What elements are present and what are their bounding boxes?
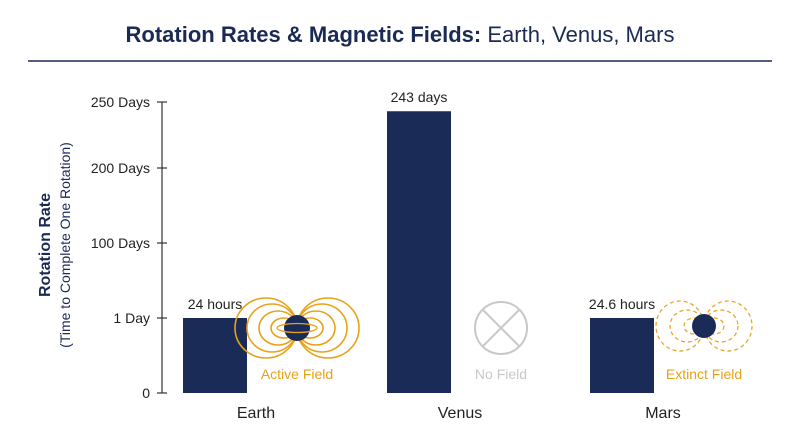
chart-title: Rotation Rates & Magnetic Fields: Earth,… xyxy=(126,22,675,47)
active-field-icon xyxy=(234,297,360,359)
field-earth: Active Field xyxy=(234,297,360,382)
field-mars: Extinct Field xyxy=(655,300,753,382)
field-label-earth: Active Field xyxy=(261,366,333,382)
y-tick-label: 200 Days xyxy=(91,160,150,176)
y-tick-label: 100 Days xyxy=(91,235,150,251)
category-labels: Earth Venus Mars xyxy=(237,405,681,422)
chart-title-bold: Rotation Rates & Magnetic Fields: xyxy=(126,22,482,47)
field-label-mars: Extinct Field xyxy=(666,366,742,382)
category-label-venus: Venus xyxy=(438,405,482,422)
data-labels: 24 hours 243 days 24.6 hours xyxy=(188,89,655,312)
bar-earth xyxy=(183,318,247,393)
bar-mars xyxy=(590,317,654,393)
bars xyxy=(183,111,654,394)
field-venus: No Field xyxy=(474,301,528,382)
no-field-icon xyxy=(474,301,528,355)
data-label-venus: 243 days xyxy=(391,89,448,105)
field-label-venus: No Field xyxy=(475,366,527,382)
y-tick-label: 0 xyxy=(142,385,150,401)
category-label-earth: Earth xyxy=(237,405,275,422)
y-axis-title: Rotation Rate xyxy=(37,193,54,297)
bar-venus xyxy=(387,111,451,394)
y-axis-label: Rotation Rate (Time to Complete One Rota… xyxy=(37,142,73,348)
y-axis-subtitle: (Time to Complete One Rotation) xyxy=(57,142,73,348)
y-tick-label: 250 Days xyxy=(91,94,150,110)
chart-title-regular: Earth, Venus, Mars xyxy=(481,22,674,47)
data-label-earth: 24 hours xyxy=(188,296,242,312)
y-axis: 0 1 Day 100 Days 200 Days 250 Days xyxy=(91,94,167,401)
data-label-mars: 24.6 hours xyxy=(589,296,655,312)
extinct-field-icon xyxy=(655,300,753,352)
category-label-mars: Mars xyxy=(645,405,681,422)
y-tick-label: 1 Day xyxy=(113,310,150,326)
